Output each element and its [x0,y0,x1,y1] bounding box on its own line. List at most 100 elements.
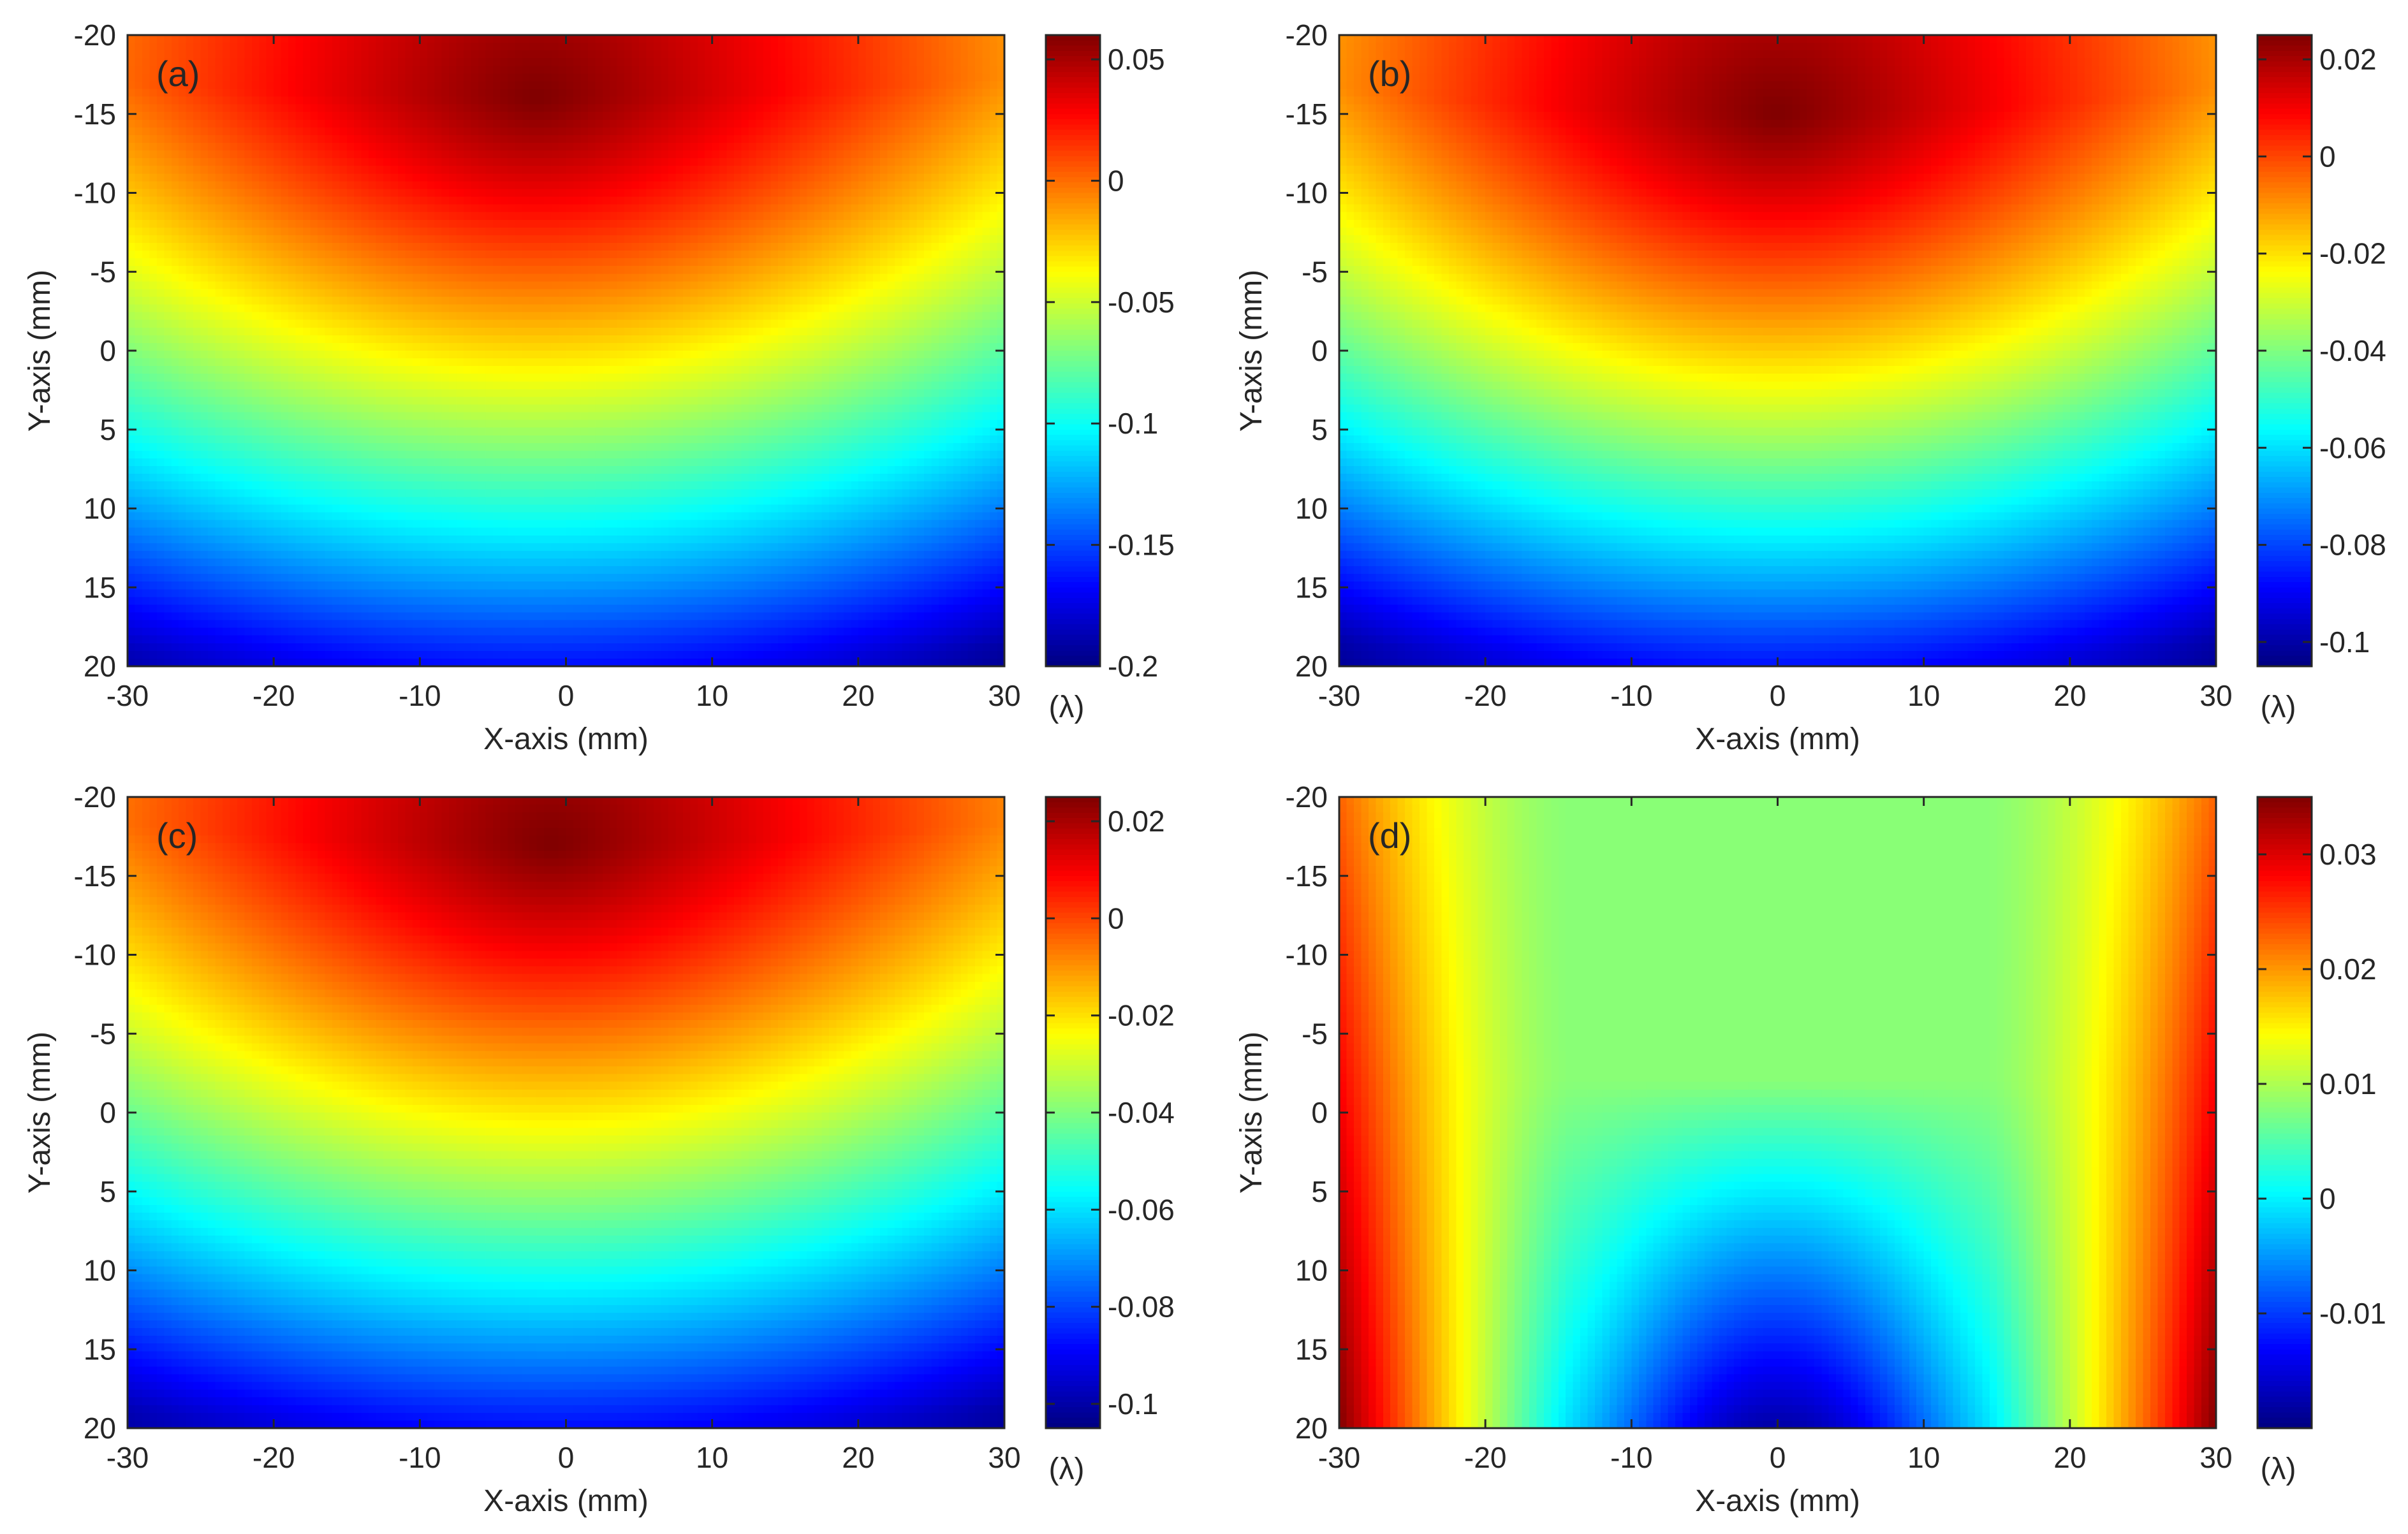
heatmap-cell [157,35,165,43]
heatmap-cell [391,73,399,82]
heatmap-cell [216,35,223,43]
heatmap-cell [339,89,347,98]
heatmap-cell [895,43,902,51]
heatmap-cell [485,73,493,82]
heatmap-cell [259,58,267,66]
heatmap-cell [172,35,179,43]
heatmap-cell [924,50,932,59]
heatmap-cell [362,89,369,98]
heatmap-cell [690,81,698,89]
heatmap-cell [770,50,778,59]
heatmap-cell [712,50,720,59]
heatmap-cell [909,81,917,89]
heatmap-cell [749,50,756,59]
heatmap-cell [690,73,698,82]
heatmap-cell [865,73,873,82]
heatmap-cell [442,58,450,66]
heatmap-cell [427,73,435,82]
heatmap-cell [332,73,340,82]
heatmap-cell [369,66,376,74]
heatmap-cell [471,89,479,98]
heatmap-cell [814,50,822,59]
heatmap-cell [296,66,304,74]
heatmap-cell [252,58,260,66]
heatmap-cell [968,43,976,51]
heatmap-cell [354,66,362,74]
heatmap-cell [742,50,749,59]
heatmap-cell [515,81,522,89]
heatmap-cell [427,35,435,43]
heatmap-cell [727,73,735,82]
heatmap-cell [822,50,830,59]
heatmap-cell [464,43,471,51]
heatmap-cell [485,43,493,51]
heatmap-cell [544,66,552,74]
heatmap-cell [990,43,997,51]
heatmap-cell [785,58,793,66]
heatmap-cell [968,58,976,66]
heatmap-cell [603,58,610,66]
heatmap-cell [544,50,552,59]
heatmap-cell [712,73,720,82]
heatmap-cell [244,35,252,43]
heatmap-cell [939,58,946,66]
heatmap-cell [632,81,640,89]
heatmap-cell [829,81,837,89]
heatmap-cell [413,81,420,89]
heatmap-cell [237,89,245,98]
heatmap-cell [128,35,135,43]
heatmap-cell [946,73,953,82]
heatmap-cell [398,43,406,51]
heatmap-cell [873,81,881,89]
heatmap-cell [639,43,647,51]
heatmap-cell [654,73,661,82]
heatmap-cell [457,89,464,98]
heatmap-cell [442,35,450,43]
heatmap-cell [354,50,362,59]
heatmap-cell [267,81,274,89]
heatmap-cell [705,66,712,74]
heatmap-cell [288,58,296,66]
heatmap-cell [683,58,691,66]
heatmap-cell [654,35,661,43]
heatmap-cell [296,81,304,89]
heatmap-cell [559,66,566,74]
heatmap-cell [610,81,617,89]
heatmap-cell [310,43,318,51]
heatmap-cell [902,43,910,51]
heatmap-cell [142,89,150,98]
heatmap-cell [149,35,157,43]
heatmap-cell [274,50,281,59]
heatmap-cell [537,73,545,82]
heatmap-cell [624,50,632,59]
heatmap-cell [522,73,530,82]
heatmap-cell [383,35,391,43]
heatmap-cell [427,81,435,89]
heatmap-cell [727,81,735,89]
heatmap-cell [756,66,763,74]
heatmap-cell [661,58,668,66]
heatmap-cell [172,43,179,51]
heatmap-cell [851,81,858,89]
heatmap-cell [844,43,851,51]
heatmap-cell [668,58,676,66]
heatmap-cell [128,89,135,98]
heatmap-cell [383,81,391,89]
heatmap-cell [785,66,793,74]
heatmap-cell [142,43,150,51]
heatmap-cell [529,43,537,51]
heatmap-cell [142,58,150,66]
heatmap-cell [325,35,332,43]
heatmap-cell [917,58,925,66]
heatmap-cell [822,58,830,66]
heatmap-cell [909,73,917,82]
heatmap-cell [362,58,369,66]
heatmap-cell [639,58,647,66]
heatmap-cell [376,66,384,74]
heatmap-cell [347,89,355,98]
heatmap-cell [624,58,632,66]
heatmap-cell [201,35,209,43]
heatmap-cell [793,43,800,51]
heatmap-cell [537,66,545,74]
heatmap-cell [288,81,296,89]
